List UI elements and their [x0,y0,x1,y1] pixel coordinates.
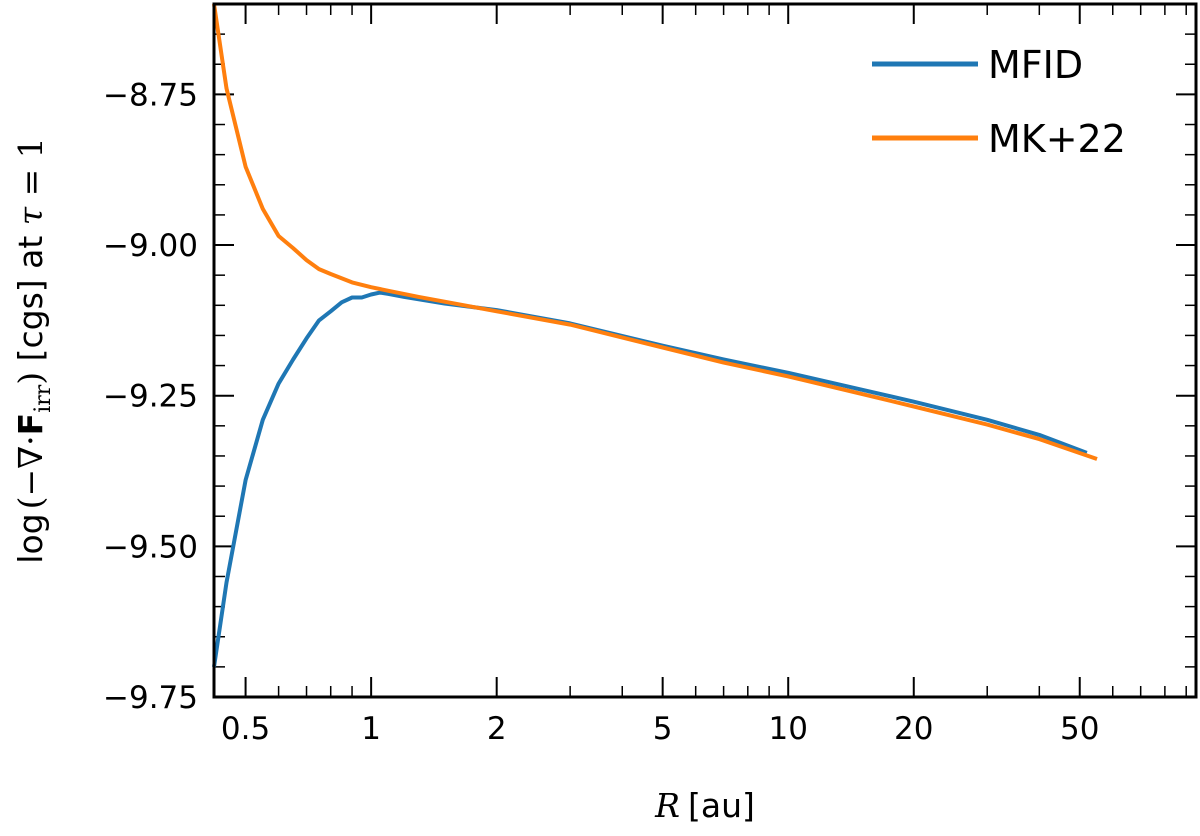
x-tick-label: 1 [361,711,381,747]
x-axis-unit: [au] [688,786,755,825]
y-tick-label: −9.50 [103,529,198,565]
y-tick-label: −9.25 [103,379,198,415]
y-axis-tau-value: = 1 [11,137,50,207]
x-tick-label: 2 [487,711,507,747]
x-tick-label: 10 [768,711,807,747]
series-line-mfid [212,290,1088,668]
y-axis-flux-symbol: F [11,413,50,436]
x-tick-label: 0.5 [221,711,270,747]
x-axis-variable: R [654,786,680,825]
plot-frame [212,2,1198,699]
y-axis-prefix: log [11,513,50,563]
legend-label: MFID [988,43,1083,87]
x-axis-label: R [au] [654,786,755,825]
y-axis-tau: τ [11,206,50,225]
legend: MFID MK+22 [872,43,1126,161]
x-tick-label: 20 [894,711,933,747]
series-layer [212,3,1098,668]
y-axis-operator: −∇· [11,435,50,496]
y-axis-open-paren: ( [11,497,50,510]
y-axis-flux-subscript: irr [31,384,56,413]
legend-label: MK+22 [988,117,1126,161]
ticks-layer: 0.5 1 2 5 10 20 50 −8.75 −9.00 −9.25 −9.50 −9.75 [103,4,1196,747]
y-axis-suffix: [cgs] at [11,225,50,372]
y-tick-label: −9.75 [103,680,198,716]
x-tick-label: 50 [1060,711,1099,747]
x-tick-label: 5 [653,711,673,747]
y-axis-label: log (−∇·Firr) [cgs] at τ = 1 [11,137,56,563]
series-line-mk-22 [212,3,1098,461]
y-axis-close-paren: ) [11,372,50,385]
y-tick-label: −9.00 [103,228,198,264]
y-tick-label: −8.75 [103,77,198,113]
